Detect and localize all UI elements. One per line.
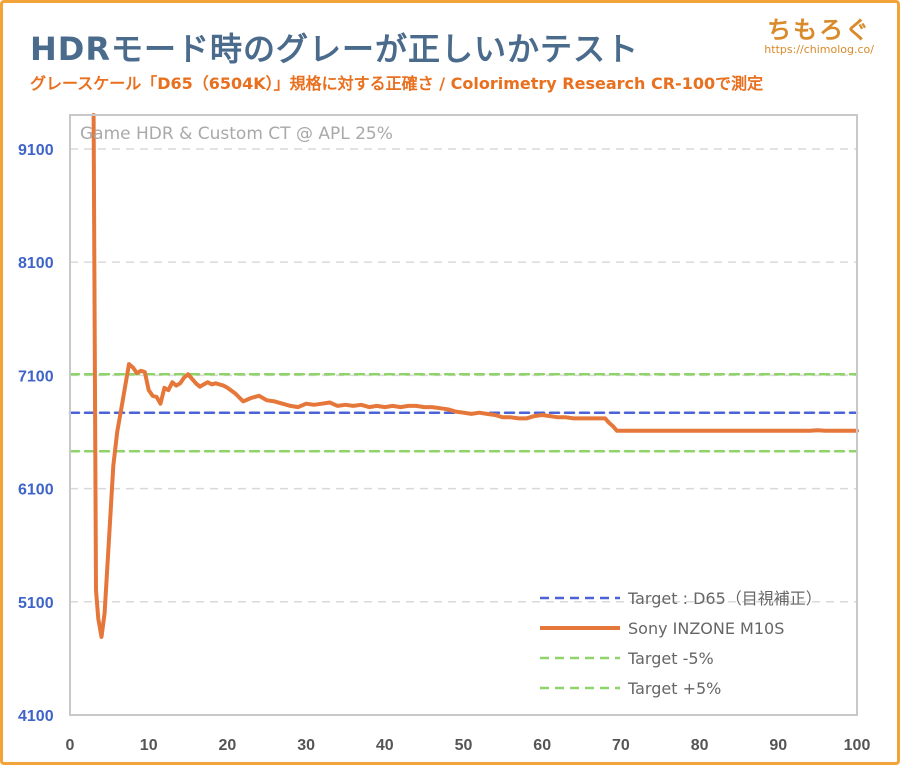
logo-url: https://chimolog.co/ [764,43,874,56]
y-tick-label: 6100 [18,482,54,499]
legend-label: Target -5% [627,649,714,668]
legend-label: Target +5% [627,679,721,698]
series-line-measured [91,113,859,639]
plot-border [69,114,858,716]
x-tick-label: 40 [376,737,394,754]
y-tick-label: 5100 [18,595,54,612]
x-tick-label: 60 [533,737,551,754]
x-tick-label: 90 [769,737,787,754]
legend-label: Sony INZONE M10S [628,619,784,638]
x-tick-label: 80 [691,737,709,754]
chart-annotation: Game HDR & Custom CT @ APL 25% [80,124,393,144]
legend-label: Target : D65（目視補正） [627,589,822,608]
page-title: HDRモード時のグレーが正しいかテスト [30,30,639,68]
x-tick-label: 20 [219,737,237,754]
x-tick-label: 50 [455,737,473,754]
legend: Target : D65（目視補正） Sony INZONE M10S Target… [540,589,822,698]
x-tick-label: 30 [297,737,315,754]
y-axis-ticks: 4100 5100 6100 7100 8100 9100 [18,142,54,725]
y-tick-label: 8100 [18,255,54,272]
x-tick-label: 10 [140,737,158,754]
y-tick-label: 4100 [18,708,54,725]
x-tick-label: 100 [844,737,871,754]
y-tick-label: 9100 [18,142,54,159]
series-group [91,113,859,639]
page-subtitle: グレースケール「D65（6504K）」規格に対する正確さ / Colorimet… [30,74,764,93]
x-tick-label: 0 [66,737,75,754]
y-tick-label: 7100 [18,368,54,385]
x-axis-ticks: 0 10 20 30 40 50 60 70 80 90 100 [66,737,871,754]
x-tick-label: 70 [612,737,630,754]
site-logo[interactable]: ちもろぐ https://chimolog.co/ [764,10,874,56]
logo-mark: ちもろぐ [767,16,872,44]
